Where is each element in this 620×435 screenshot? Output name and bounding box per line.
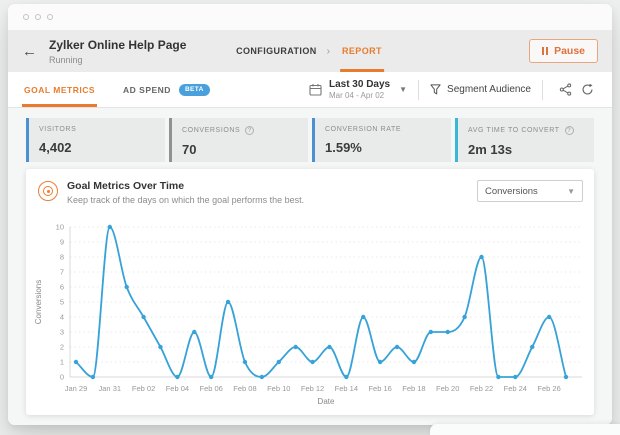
report-content: VISITORS 4,402 CONVERSIONS ? 70 CONVERSI… (8, 108, 612, 425)
panel-subtitle: Keep track of the days on which the goal… (67, 195, 305, 205)
metric-card-visitors: VISITORS 4,402 (26, 118, 165, 162)
metric-value: 4,402 (39, 140, 72, 155)
svg-text:Feb 18: Feb 18 (402, 384, 425, 393)
title-block: Zylker Online Help Page Running (49, 38, 186, 65)
calendar-icon (309, 84, 322, 96)
window-control-icon[interactable] (23, 14, 29, 20)
metric-card-conversions: CONVERSIONS ? 70 (169, 118, 308, 162)
report-toolbar: GOAL METRICS AD SPEND BETA Last 30 Days … (8, 72, 612, 108)
card-accent-bar (26, 118, 29, 162)
svg-text:5: 5 (60, 298, 64, 307)
divider (418, 79, 420, 100)
metric-cards-row: VISITORS 4,402 CONVERSIONS ? 70 CONVERSI… (26, 118, 594, 162)
window-control-icon[interactable] (47, 14, 53, 20)
metric-value: 1.59% (325, 140, 362, 155)
metric-label: VISITORS (39, 126, 77, 133)
app-header: ← Zylker Online Help Page Running CONFIG… (8, 30, 612, 72)
goal-metrics-line-chart: 0 1 2 3 4 5 6 7 8 9 10 Jan 29 Jan 31 Feb 02 Feb 04 Feb … (34, 223, 582, 406)
page-title: Zylker Online Help Page (49, 37, 187, 52)
browser-chrome (8, 4, 612, 30)
chevron-down-icon: ▼ (399, 85, 408, 94)
share-icon[interactable] (554, 79, 576, 101)
svg-text:Conversions: Conversions (34, 280, 43, 324)
chevron-right-icon: › (326, 45, 330, 57)
segment-audience-button[interactable]: Segment Audience (430, 84, 531, 95)
svg-text:Feb 02: Feb 02 (132, 384, 155, 393)
date-range-dates: Mar 04 - Apr 02 (328, 90, 385, 100)
svg-text:Feb 04: Feb 04 (166, 384, 189, 393)
help-icon[interactable]: ? (564, 126, 574, 135)
app-window: ← Zylker Online Help Page Running CONFIG… (8, 4, 612, 425)
svg-text:Feb 24: Feb 24 (504, 384, 527, 393)
metric-label: AVG TIME TO CONVERT (468, 127, 560, 134)
svg-text:9: 9 (60, 238, 64, 247)
breadcrumb-report[interactable]: REPORT (339, 30, 384, 72)
pause-button[interactable]: Pause (529, 39, 598, 63)
pause-label: Pause (554, 45, 585, 57)
next-card-peek (430, 424, 620, 435)
panel-title: Goal Metrics Over Time (67, 180, 185, 192)
toolbar-right: Last 30 Days Mar 04 - Apr 02 ▼ Segment A… (309, 72, 598, 107)
date-range-label: Last 30 Days (328, 79, 391, 91)
help-icon[interactable]: ? (245, 126, 255, 135)
beta-badge: BETA (178, 83, 210, 96)
metric-select-dropdown[interactable]: Conversions ▼ (477, 180, 583, 202)
svg-text:3: 3 (60, 328, 64, 337)
svg-text:1: 1 (60, 358, 64, 367)
breadcrumb-configuration[interactable]: CONFIGURATION (236, 46, 317, 56)
svg-text:Feb 22: Feb 22 (470, 384, 493, 393)
funnel-icon (430, 84, 441, 95)
window-control-icon[interactable] (35, 14, 41, 20)
svg-text:Date: Date (318, 397, 335, 406)
tab-goal-metrics[interactable]: GOAL METRICS (22, 72, 98, 107)
card-accent-bar (169, 118, 172, 162)
date-range-selector[interactable]: Last 30 Days Mar 04 - Apr 02 ▼ (309, 79, 407, 100)
card-accent-bar (455, 118, 458, 162)
metric-label: CONVERSIONS (182, 127, 241, 134)
metric-card-avg-time-to-convert: AVG TIME TO CONVERT ? 2m 13s (455, 118, 594, 162)
svg-text:Feb 06: Feb 06 (199, 384, 222, 393)
svg-text:Feb 14: Feb 14 (335, 384, 358, 393)
target-icon (38, 181, 58, 201)
goal-metrics-panel: Goal Metrics Over Time Keep track of the… (26, 169, 594, 415)
svg-text:Feb 16: Feb 16 (368, 384, 391, 393)
svg-text:Jan 29: Jan 29 (65, 384, 88, 393)
back-arrow-icon[interactable]: ← (22, 42, 37, 60)
tab-ad-spend[interactable]: AD SPEND BETA (121, 72, 212, 107)
divider (542, 79, 543, 100)
svg-text:Feb 08: Feb 08 (233, 384, 256, 393)
svg-text:6: 6 (60, 283, 64, 292)
svg-text:7: 7 (60, 268, 64, 277)
segment-audience-label: Segment Audience (447, 84, 531, 95)
svg-text:Feb 12: Feb 12 (301, 384, 324, 393)
svg-text:4: 4 (60, 313, 64, 322)
svg-text:Feb 10: Feb 10 (267, 384, 290, 393)
svg-text:0: 0 (60, 373, 64, 382)
chevron-down-icon: ▼ (567, 186, 575, 196)
breadcrumb: CONFIGURATION › REPORT (236, 30, 384, 72)
refresh-icon[interactable] (576, 79, 598, 101)
metric-label: CONVERSION RATE (325, 126, 402, 133)
card-accent-bar (312, 118, 315, 162)
svg-text:Feb 26: Feb 26 (537, 384, 560, 393)
svg-text:2: 2 (60, 343, 64, 352)
metric-value: 70 (182, 142, 197, 157)
pause-icon (542, 47, 549, 55)
metric-select-value: Conversions (485, 185, 538, 197)
status-text: Running (49, 54, 83, 65)
svg-text:8: 8 (60, 253, 64, 262)
metric-value: 2m 13s (468, 142, 513, 157)
svg-text:Feb 20: Feb 20 (436, 384, 459, 393)
metric-card-conversion-rate: CONVERSION RATE 1.59% (312, 118, 451, 162)
svg-text:Jan 31: Jan 31 (99, 384, 122, 393)
svg-text:10: 10 (56, 223, 64, 232)
